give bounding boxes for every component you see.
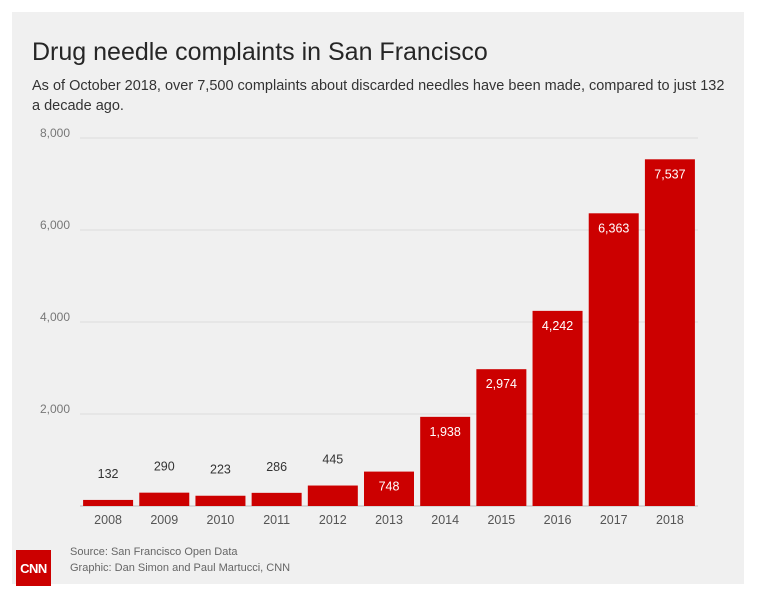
cnn-logo: CNN <box>16 550 51 586</box>
bar-value-label: 2,974 <box>486 377 517 391</box>
source-text: Source: San Francisco Open Data <box>70 546 238 558</box>
bar-value-label: 4,242 <box>542 319 573 333</box>
x-tick-label: 2018 <box>656 513 684 527</box>
bar <box>476 369 527 506</box>
y-tick-label: 2,000 <box>40 402 70 416</box>
bar-value-labels: 132 290 223 286 445 748 1,938 2,974 4,242 6,363 7,… <box>98 167 686 493</box>
bar <box>364 471 414 506</box>
bars <box>83 159 695 506</box>
bar-value-label: 286 <box>266 460 287 474</box>
bar-value-label: 290 <box>154 460 175 474</box>
x-tick-label: 2008 <box>94 513 122 527</box>
y-tick-label: 6,000 <box>40 218 70 232</box>
x-tick-label: 2012 <box>319 513 347 527</box>
graphic-credit: Graphic: Dan Simon and Paul Martucci, CN… <box>70 562 291 574</box>
bar-value-label: 6,363 <box>598 221 629 235</box>
bar <box>307 485 358 506</box>
bar <box>588 213 639 506</box>
chart-card: Drug needle complaints in San Francisco … <box>12 12 744 586</box>
y-axis-ticks: 2,000 4,000 6,000 8,000 <box>40 126 70 416</box>
x-tick-label: 2011 <box>263 513 290 527</box>
bar <box>532 310 583 506</box>
bar <box>420 416 471 506</box>
bar-value-label: 7,537 <box>654 167 685 181</box>
bar <box>195 495 246 506</box>
x-tick-label: 2009 <box>150 513 178 527</box>
x-tick-label: 2017 <box>600 513 628 527</box>
bar-value-label: 223 <box>210 463 231 477</box>
x-axis-ticks: 2008 2009 2010 2011 2012 2013 2014 2015 2016 2017… <box>94 513 684 527</box>
bar <box>139 492 190 506</box>
chart-source: Source: San Francisco Open Data Graphic:… <box>70 544 290 576</box>
bar <box>644 159 695 506</box>
bar <box>83 499 134 506</box>
bar-value-label: 1,938 <box>430 425 461 439</box>
bar-value-label: 748 <box>379 480 400 494</box>
bar <box>251 492 302 506</box>
y-tick-label: 4,000 <box>40 310 70 324</box>
x-tick-label: 2010 <box>207 513 235 527</box>
chart-title: Drug needle complaints in San Francisco <box>32 38 488 66</box>
bar-value-label: 132 <box>98 467 119 481</box>
x-tick-label: 2014 <box>431 513 459 527</box>
x-tick-label: 2015 <box>487 513 515 527</box>
x-tick-label: 2016 <box>544 513 572 527</box>
bar-value-label: 445 <box>322 453 343 467</box>
chart-subtitle: As of October 2018, over 7,500 complaint… <box>32 78 725 114</box>
y-tick-label: 8,000 <box>40 126 70 140</box>
x-tick-label: 2013 <box>375 513 403 527</box>
